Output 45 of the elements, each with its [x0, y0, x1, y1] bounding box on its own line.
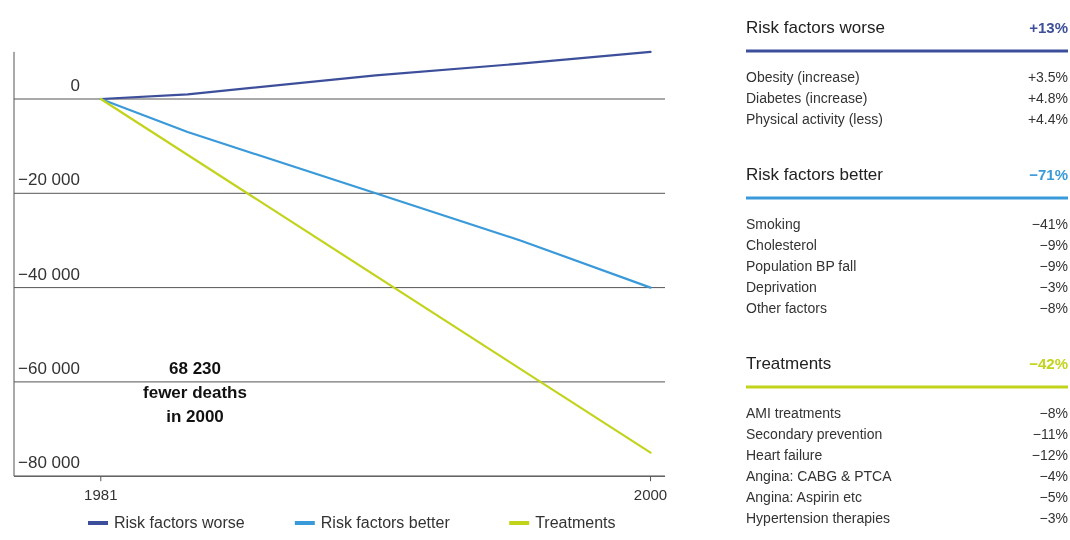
category-label: Physical activity (less): [746, 111, 883, 127]
text: +13%: [1029, 19, 1068, 36]
text: −8%: [1039, 300, 1068, 316]
y-tick-label: −40 000: [18, 264, 80, 284]
legend-label: Treatments: [535, 514, 616, 531]
category-label: AMI treatments: [746, 405, 841, 421]
text: −9%: [1039, 237, 1068, 253]
text: −41%: [1031, 216, 1068, 232]
category-label: Secondary prevention: [746, 426, 883, 442]
annotation: 68 230 fewer deaths in 2000: [143, 359, 247, 426]
legend-label: Risk factors worse: [114, 514, 245, 531]
category-label: Diabetes (increase): [746, 90, 868, 106]
x-tick-label: 2000: [633, 486, 668, 504]
category-label: Other factors: [746, 300, 827, 316]
text: +3.5%: [1027, 69, 1068, 85]
text: Treatments: [746, 354, 832, 373]
text: −71%: [1029, 166, 1068, 183]
category-label: Angina: Aspirin etc: [746, 489, 862, 505]
text: +4.8%: [1027, 90, 1068, 106]
text: −3%: [1039, 510, 1068, 526]
y-tick-label: −80 000: [18, 453, 80, 473]
text: −5%: [1039, 489, 1068, 505]
text: Risk factors better: [746, 165, 884, 184]
y-tick-label: −60 000: [18, 358, 80, 378]
category-label: Deprivation: [746, 279, 817, 295]
category-label: Smoking: [746, 216, 801, 232]
text: Risk factors worse: [746, 18, 885, 37]
category-label: Cholesterol: [746, 237, 817, 253]
y-tick-label: 0: [70, 76, 80, 95]
category-label: Heart failure: [746, 447, 823, 463]
text: −9%: [1039, 258, 1068, 274]
x-tick-label: 1981: [84, 486, 118, 504]
category-label: Angina: CABG & PTCA: [746, 468, 893, 484]
text: −3%: [1039, 279, 1068, 295]
text: −42%: [1029, 355, 1068, 372]
text: −8%: [1039, 405, 1068, 421]
legend-label: Risk factors better: [320, 514, 451, 531]
category-label: Population BP fall: [746, 258, 857, 274]
text: +4.4%: [1027, 111, 1068, 127]
category-label: Obesity (increase): [746, 69, 860, 85]
text: −11%: [1032, 426, 1068, 442]
text: −12%: [1031, 447, 1068, 463]
y-tick-label: −20 000: [18, 170, 80, 190]
category-label: Hypertension therapies: [746, 510, 890, 526]
text: −4%: [1039, 468, 1068, 484]
